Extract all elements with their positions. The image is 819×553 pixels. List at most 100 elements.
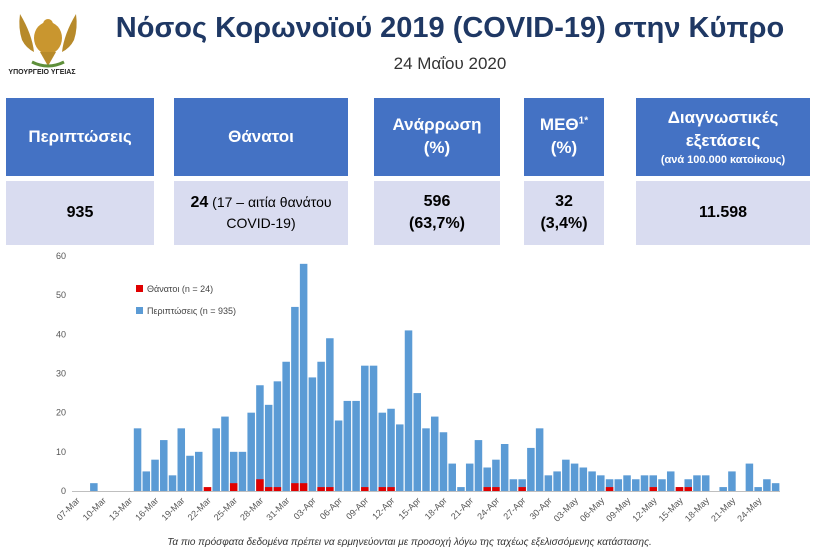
- page-title: Νόσος Κορωνοϊού 2019 (COVID-19) στην Κύπ…: [115, 12, 785, 44]
- y-tick-label: 30: [56, 369, 66, 379]
- cases-bar: [256, 385, 264, 491]
- cases-bar: [168, 475, 177, 491]
- cases-bar: [763, 479, 771, 491]
- cases-bar: [544, 475, 553, 491]
- cases-bar: [754, 487, 762, 491]
- cases-bar: [291, 306, 299, 491]
- recovery-value: 596 (63,7%): [408, 192, 466, 232]
- footnote: Τα πιο πρόσφατα δεδομένα πρέπει να ερμην…: [167, 537, 652, 548]
- cases-bar: [404, 330, 413, 491]
- cases-bar: [474, 440, 483, 491]
- report-date: 24 Μαΐου 2020: [393, 54, 507, 73]
- x-tick-label: 09-May: [604, 495, 633, 524]
- x-tick-label: 09-Apr: [344, 495, 370, 521]
- x-tick-label: 25-Mar: [212, 495, 239, 522]
- cases-bar: [649, 475, 658, 491]
- deaths-bar: [518, 487, 526, 491]
- cases-bar: [212, 428, 220, 491]
- cases-bar: [396, 424, 404, 491]
- deaths-bar: [229, 483, 238, 491]
- cases-label: Περιπτώσεις: [28, 126, 132, 146]
- icu-card-header: ΜΕΘ1* (%): [524, 98, 604, 176]
- recovery-card-value: 596 (63,7%): [374, 181, 500, 245]
- x-tick-label: 03-May: [552, 495, 581, 524]
- cases-bar: [605, 479, 614, 491]
- x-tick-label: 24-May: [735, 495, 764, 524]
- cases-bar: [317, 361, 325, 491]
- cases-bar: [658, 479, 666, 491]
- cases-bar: [247, 412, 255, 491]
- tests-label: Διαγνωστικές εξετάσεις: [667, 107, 779, 150]
- x-tick-label: 19-Mar: [159, 495, 186, 522]
- icu-superscript: 1*: [578, 115, 589, 127]
- icu-label-line: ΜΕΘ1*: [540, 114, 588, 137]
- deaths-bar: [299, 483, 308, 491]
- deaths-bar: [483, 487, 491, 491]
- cases-bar: [194, 451, 203, 491]
- cases-bar: [343, 400, 352, 491]
- cases-bar: [439, 432, 448, 491]
- deaths-bar: [378, 487, 387, 491]
- legend-cases-label: Περιπτώσεις (n = 935): [147, 306, 236, 316]
- cases-bar: [352, 400, 360, 491]
- cases-bar: [771, 483, 780, 491]
- x-tick-label: 12-May: [630, 495, 659, 524]
- cases-bar: [570, 463, 579, 491]
- deaths-count: 24: [190, 194, 209, 211]
- deaths-bar: [492, 487, 500, 491]
- deaths-detail: (17 – αιτία θανάτου COVID-19): [208, 194, 332, 232]
- deaths-value: 24 (17 – αιτία θανάτου COVID-19): [184, 192, 338, 234]
- cases-bar: [282, 361, 290, 491]
- x-tick-label: 27-Apr: [501, 495, 527, 521]
- cases-bar: [430, 416, 439, 491]
- y-axis: 0 10 20 30 40 50 60: [56, 251, 66, 496]
- cases-bar: [728, 471, 736, 491]
- cases-bar: [500, 444, 509, 491]
- deaths-bar: [264, 487, 273, 491]
- cases-bar: [326, 338, 334, 491]
- deaths-bar: [203, 487, 212, 491]
- x-tick-label: 18-Apr: [423, 495, 449, 521]
- cases-bar: [387, 408, 395, 491]
- x-tick-label: 28-Mar: [238, 495, 265, 522]
- cases-bar: [701, 475, 710, 491]
- cases-card-value: 935: [6, 181, 154, 245]
- daily-cases-chart: 0 10 20 30 40 50 60 07-Mar10-Mar13-Mar16-Mar19…: [55, 251, 780, 524]
- x-tick-label: 15-Apr: [396, 495, 422, 521]
- x-axis: 07-Mar10-Mar13-Mar16-Mar19-Mar22-Mar25-M…: [55, 491, 780, 524]
- deaths-bar: [675, 487, 684, 491]
- x-tick-label: 24-Apr: [475, 495, 501, 521]
- cases-bar: [553, 471, 561, 491]
- cases-bar: [142, 471, 151, 491]
- tests-card-header: Διαγνωστικές εξετάσεις (ανά 100.000 κατο…: [636, 98, 810, 176]
- cases-card-header: Περιπτώσεις: [6, 98, 154, 176]
- deaths-bar: [317, 487, 325, 491]
- cases-bar: [264, 404, 273, 491]
- cases-bar: [588, 471, 596, 491]
- y-tick-label: 40: [56, 329, 66, 339]
- y-tick-label: 10: [56, 447, 66, 457]
- x-tick-label: 21-May: [709, 495, 738, 524]
- cases-bar: [448, 463, 456, 491]
- icu-card-value: 32 (3,4%): [524, 181, 604, 245]
- cases-bar: [299, 263, 308, 491]
- cases-bar: [361, 365, 369, 491]
- recovery-card-header: Ανάρρωση (%): [374, 98, 500, 176]
- cases-bar: [90, 483, 98, 491]
- cases-bar: [579, 467, 588, 491]
- x-tick-label: 07-Mar: [55, 495, 82, 522]
- cases-bar: [413, 393, 422, 491]
- y-tick-label: 60: [56, 251, 66, 261]
- cases-bar: [378, 412, 387, 491]
- icu-value: 32 (3,4%): [540, 192, 588, 232]
- cases-bar: [527, 447, 535, 491]
- cases-bar: [666, 471, 675, 491]
- x-tick-label: 10-Mar: [81, 495, 108, 522]
- deaths-bar: [684, 487, 692, 491]
- cases-bar: [160, 440, 168, 491]
- cases-bar: [465, 463, 474, 491]
- deaths-bar: [649, 487, 658, 491]
- deaths-card-value: 24 (17 – αιτία θανάτου COVID-19): [174, 181, 348, 245]
- cases-bar: [745, 463, 754, 491]
- y-tick-label: 50: [56, 290, 66, 300]
